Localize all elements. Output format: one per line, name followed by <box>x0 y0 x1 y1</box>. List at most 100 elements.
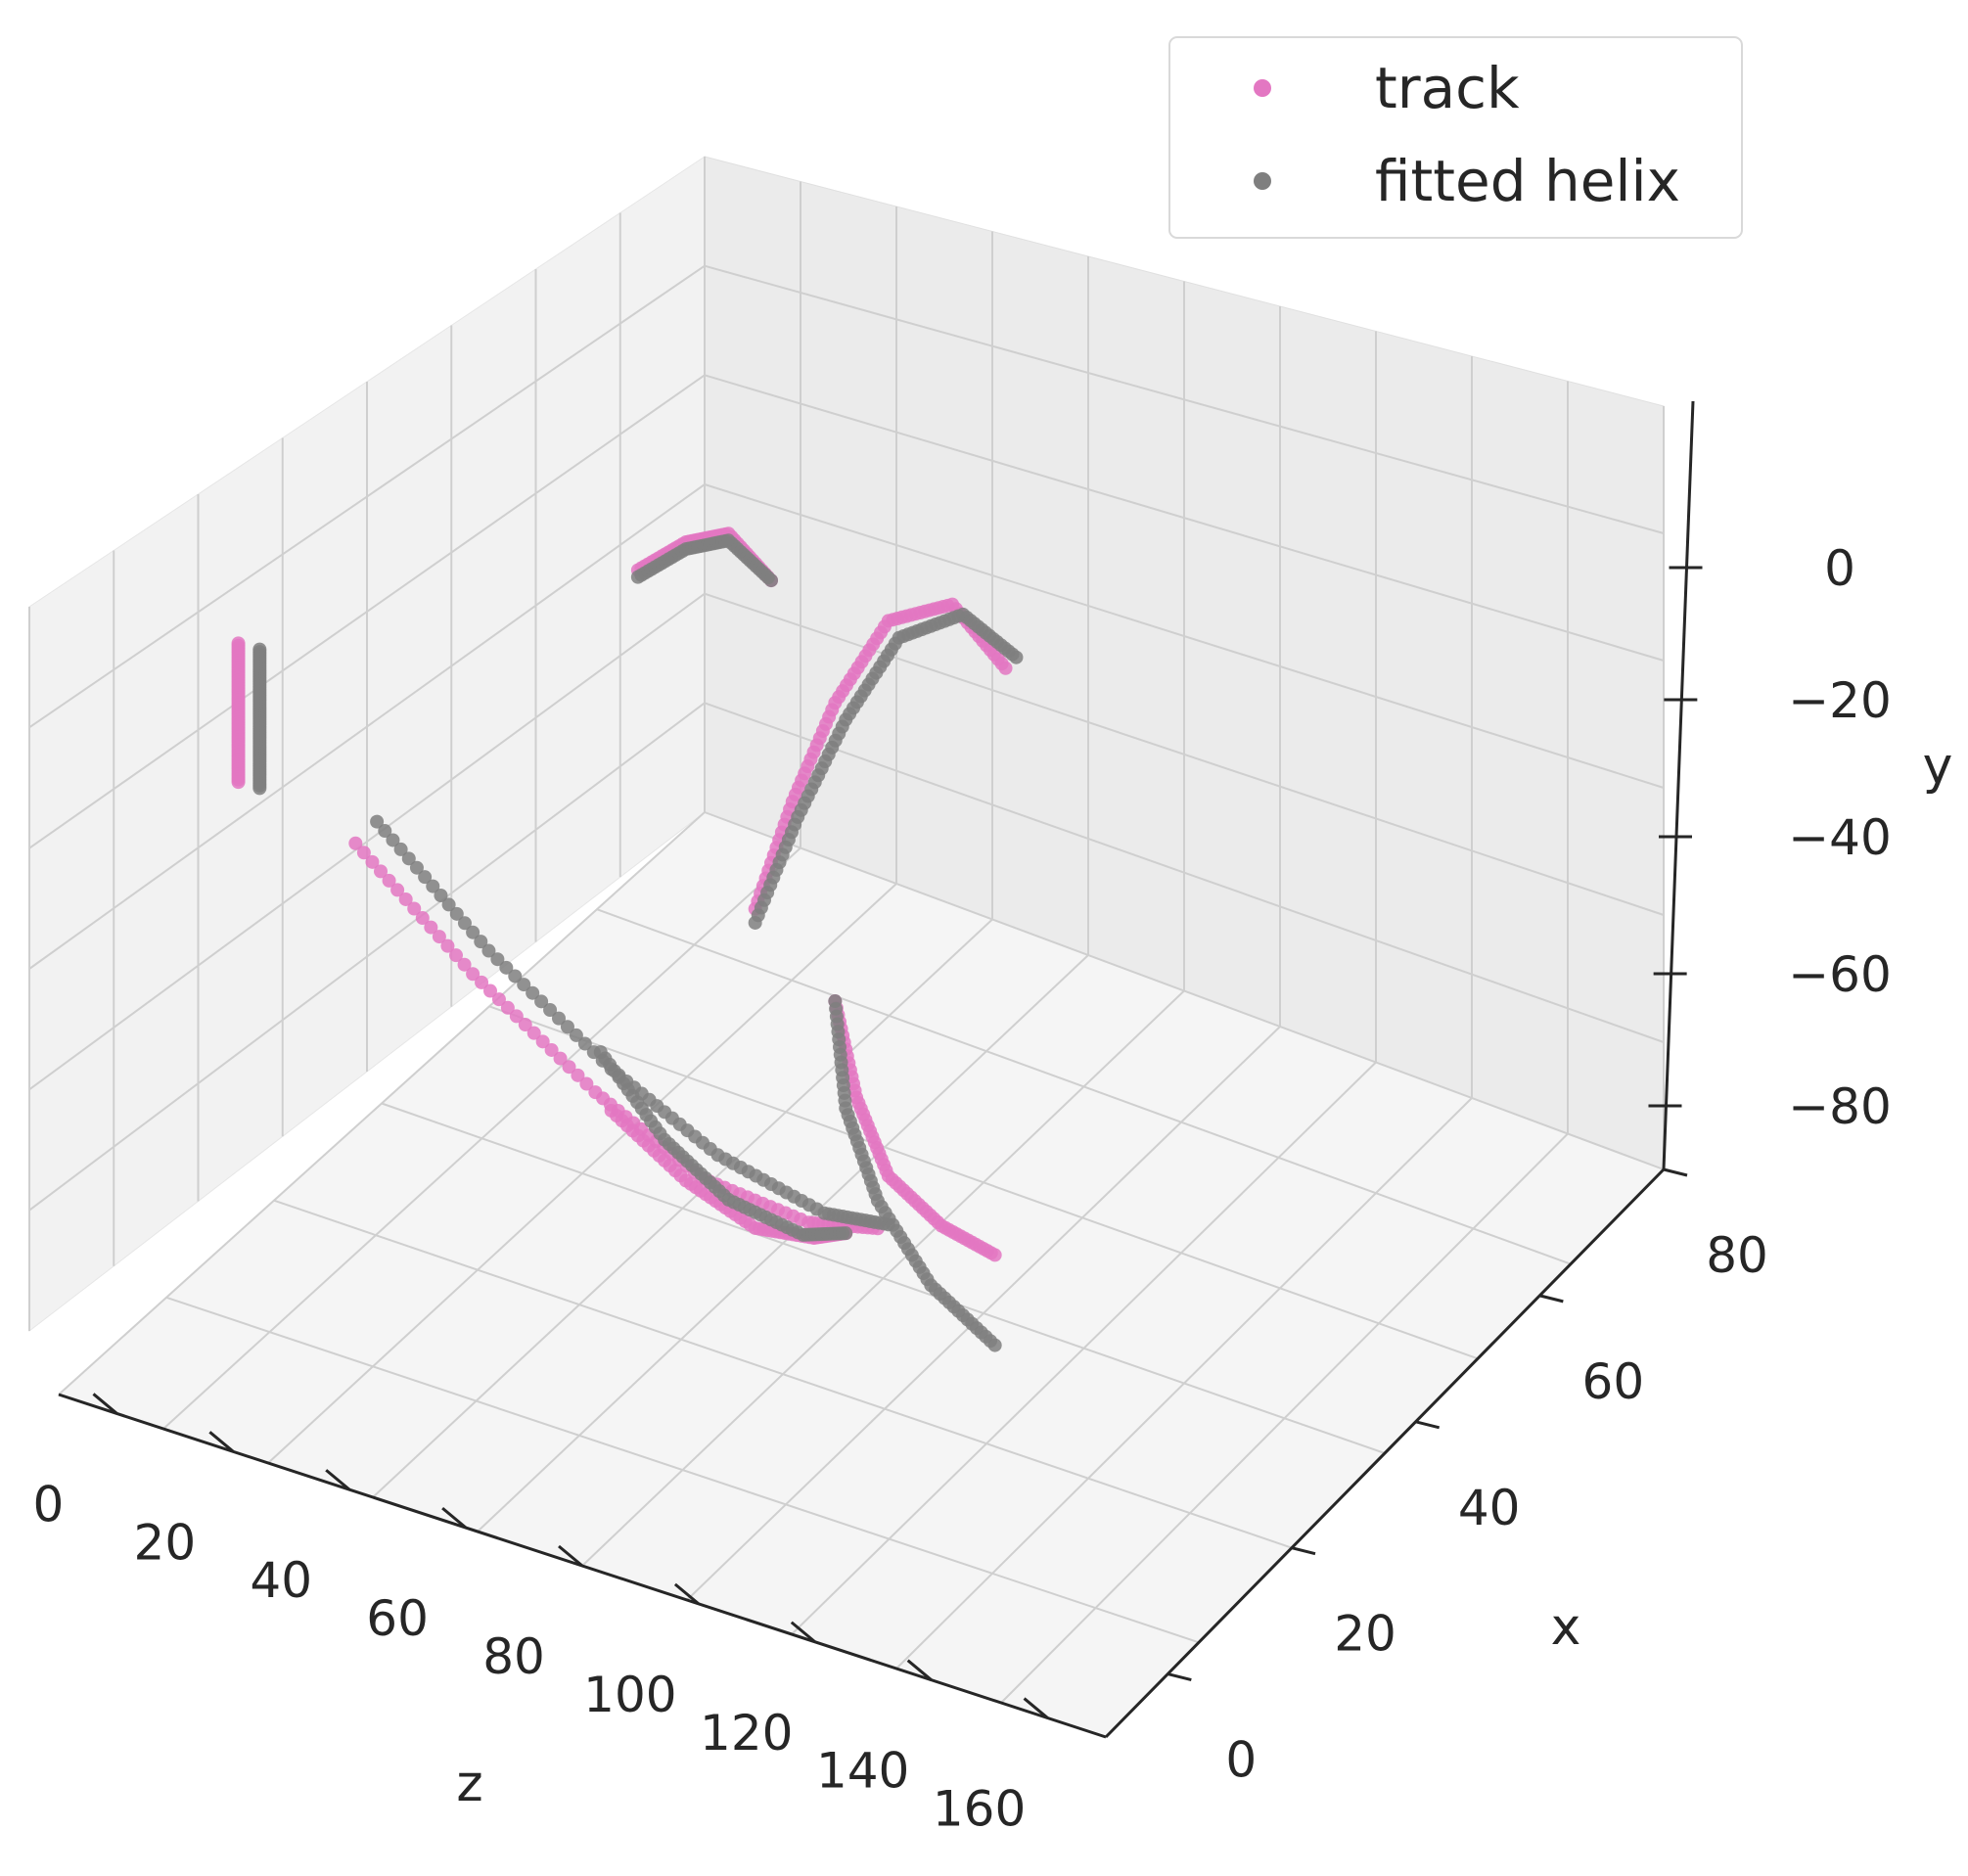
data-point <box>466 925 481 939</box>
z-tick-label: 120 <box>700 1705 793 1762</box>
left-pane-grid-h <box>28 374 706 849</box>
data-point <box>441 897 456 912</box>
z-tick-label: 20 <box>134 1514 197 1571</box>
data-point <box>432 930 446 944</box>
legend-marker <box>1254 172 1271 190</box>
data-point <box>499 960 514 975</box>
floor-grid-x <box>488 1005 1479 1360</box>
left-pane-grid-h <box>28 264 706 729</box>
legend-box <box>1168 36 1743 239</box>
data-points <box>231 526 1024 1352</box>
data-point <box>483 984 497 998</box>
data-point <box>374 864 388 879</box>
data-point <box>365 854 380 869</box>
data-point <box>544 1042 559 1057</box>
left-pane-grid-h <box>28 702 706 1212</box>
right-pane-grid-h <box>704 374 1665 662</box>
legend-label: track <box>1375 55 1520 121</box>
x-tick-label: 60 <box>1582 1353 1645 1410</box>
floor-grid-x <box>273 1199 1293 1549</box>
y-tick-label: −60 <box>1788 946 1892 1003</box>
z-tick-label: 60 <box>366 1590 429 1647</box>
data-point <box>393 842 408 856</box>
data-point <box>579 1076 594 1091</box>
series-fitted-helix <box>252 533 1024 1352</box>
z-axis-label: z <box>456 1755 482 1813</box>
data-point <box>457 916 472 931</box>
grid-lines <box>28 157 1665 1738</box>
data-point <box>987 1338 1002 1352</box>
x-tick-label: 0 <box>1225 1732 1257 1789</box>
data-point <box>386 833 400 847</box>
data-point <box>839 1226 853 1241</box>
legend-marker <box>1254 79 1271 97</box>
data-point <box>449 906 464 921</box>
data-point <box>490 952 505 967</box>
data-point <box>252 781 267 796</box>
z-tick-label: 100 <box>583 1667 676 1723</box>
data-point <box>553 1051 568 1066</box>
x-tick <box>1415 1420 1441 1430</box>
x-axis-label: x <box>1551 1598 1581 1657</box>
x-axis-line <box>1104 1167 1666 1739</box>
x-tick <box>1291 1546 1316 1556</box>
axis-panes <box>28 156 1665 1738</box>
z-tick-label: 160 <box>933 1781 1026 1838</box>
z-tick-label: 0 <box>33 1476 65 1533</box>
data-point <box>500 1000 515 1015</box>
z-tick-label: 40 <box>250 1552 312 1609</box>
z-tick <box>558 1544 583 1568</box>
z-tick-label: 80 <box>482 1628 545 1685</box>
z-tick <box>92 1393 118 1415</box>
z-tick <box>790 1621 816 1643</box>
left-pane-grid-h <box>28 483 706 970</box>
right-pane-grid-h <box>704 483 1665 789</box>
data-point <box>518 1018 532 1032</box>
data-point <box>535 1034 550 1049</box>
x-tick <box>1167 1672 1192 1682</box>
axes: 0 20 40 60 80 100 120 140 160 z 0 20 40 60 80 x 0 −20 −40 −… <box>33 400 1953 1838</box>
data-point <box>562 1060 576 1075</box>
data-point <box>998 661 1013 675</box>
data-point <box>409 860 424 875</box>
y-axis-line <box>1662 400 1695 1170</box>
y-tick-label: −80 <box>1788 1078 1892 1135</box>
data-point <box>571 1068 585 1082</box>
z-tick <box>208 1431 235 1453</box>
legend-label: fitted helix <box>1375 148 1680 214</box>
floor-grid-x <box>381 1102 1386 1454</box>
data-point <box>534 994 549 1009</box>
data-point <box>560 1020 574 1034</box>
data-point <box>577 1036 592 1051</box>
data-point <box>390 883 405 897</box>
y-tick-label: 0 <box>1824 540 1855 597</box>
data-point <box>424 920 438 935</box>
left-pane-grid-h <box>28 592 706 1091</box>
right-pane-grid-h <box>704 264 1665 534</box>
z-tick <box>673 1582 700 1606</box>
z-tick <box>325 1469 351 1491</box>
data-point <box>474 935 488 949</box>
x-tick-label: 80 <box>1706 1227 1768 1284</box>
x-tick-label: 20 <box>1334 1606 1396 1663</box>
x-tick <box>1663 1167 1688 1177</box>
data-point <box>509 1009 524 1024</box>
data-point <box>552 1011 566 1026</box>
legend: track fitted helix <box>1168 36 1743 239</box>
data-point <box>418 870 433 885</box>
data-point <box>457 957 472 972</box>
y-axis-label: y <box>1923 737 1953 796</box>
data-point <box>987 1248 1002 1262</box>
data-point <box>1009 650 1024 664</box>
x-tick-label: 40 <box>1458 1480 1521 1536</box>
data-point <box>231 775 246 790</box>
data-point <box>378 824 392 839</box>
z-tick <box>1023 1697 1049 1719</box>
data-point <box>526 1026 541 1040</box>
data-point <box>348 836 363 850</box>
x-tick <box>1538 1294 1564 1304</box>
data-point <box>398 892 413 906</box>
data-point <box>440 938 455 953</box>
data-point <box>449 948 463 963</box>
